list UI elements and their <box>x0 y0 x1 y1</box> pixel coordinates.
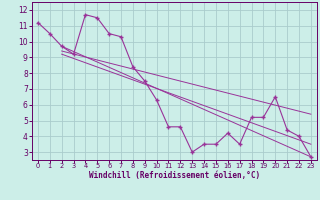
X-axis label: Windchill (Refroidissement éolien,°C): Windchill (Refroidissement éolien,°C) <box>89 171 260 180</box>
